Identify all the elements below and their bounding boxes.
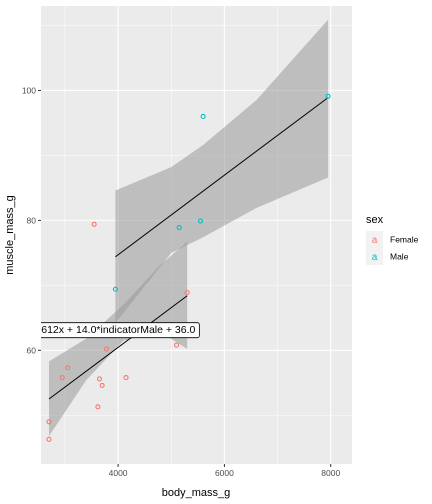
legend-key-background [366,231,383,248]
data-points [46,93,331,442]
y-tick-label: 60 [27,345,37,355]
fit-line-female [48,295,188,400]
legend-key-glyph: a [372,235,378,246]
equation-label: y = 0.00612x + 14.0*indicatorMale + 36.0 [4,324,196,336]
legend-label-female: Female [390,235,419,245]
data-point-female [59,375,65,381]
data-point-female [184,289,190,296]
legend: sex a Female a Male [366,214,419,265]
y-axis-title: muscle_mass_g [4,195,16,274]
legend-label-male: Male [390,252,409,262]
y-tick-label: 80 [27,215,37,225]
data-point-female [123,375,129,381]
confidence-band-male [115,19,329,323]
data-point-female [103,346,109,352]
legend-key-background [366,248,383,265]
data-point-female [95,404,101,410]
data-point-female [91,221,97,227]
fit-lines [48,97,329,400]
confidence-bands [49,19,329,437]
confidence-band-female [49,241,188,437]
y-tick-label: 100 [22,85,36,95]
data-point-female [65,365,71,371]
legend-key-glyph: a [372,252,378,263]
data-point-male [112,286,118,292]
x-axis-ticks: 4000 6000 8000 [109,464,340,478]
equation-label-box [41,322,200,339]
data-point-female [174,342,180,348]
y-axis-ticks: 60 80 100 [22,85,41,355]
data-point-female [99,382,105,388]
x-tick-label: 8000 [321,468,340,478]
data-point-male [197,218,204,224]
data-point-male [176,224,182,231]
fit-line-male [115,97,329,258]
x-axis-title: body_mass_g [162,487,231,499]
legend-title: sex [366,214,384,226]
data-point-male [325,93,331,99]
data-point-female [46,419,52,425]
equation-annotation: y = 0.00612x + 14.0*indicatorMale + 36.0 [4,322,200,339]
data-point-female [46,436,52,442]
data-point-female [96,376,103,382]
x-tick-label: 4000 [109,468,128,478]
x-tick-label: 6000 [215,468,234,478]
data-point-male [200,113,206,119]
